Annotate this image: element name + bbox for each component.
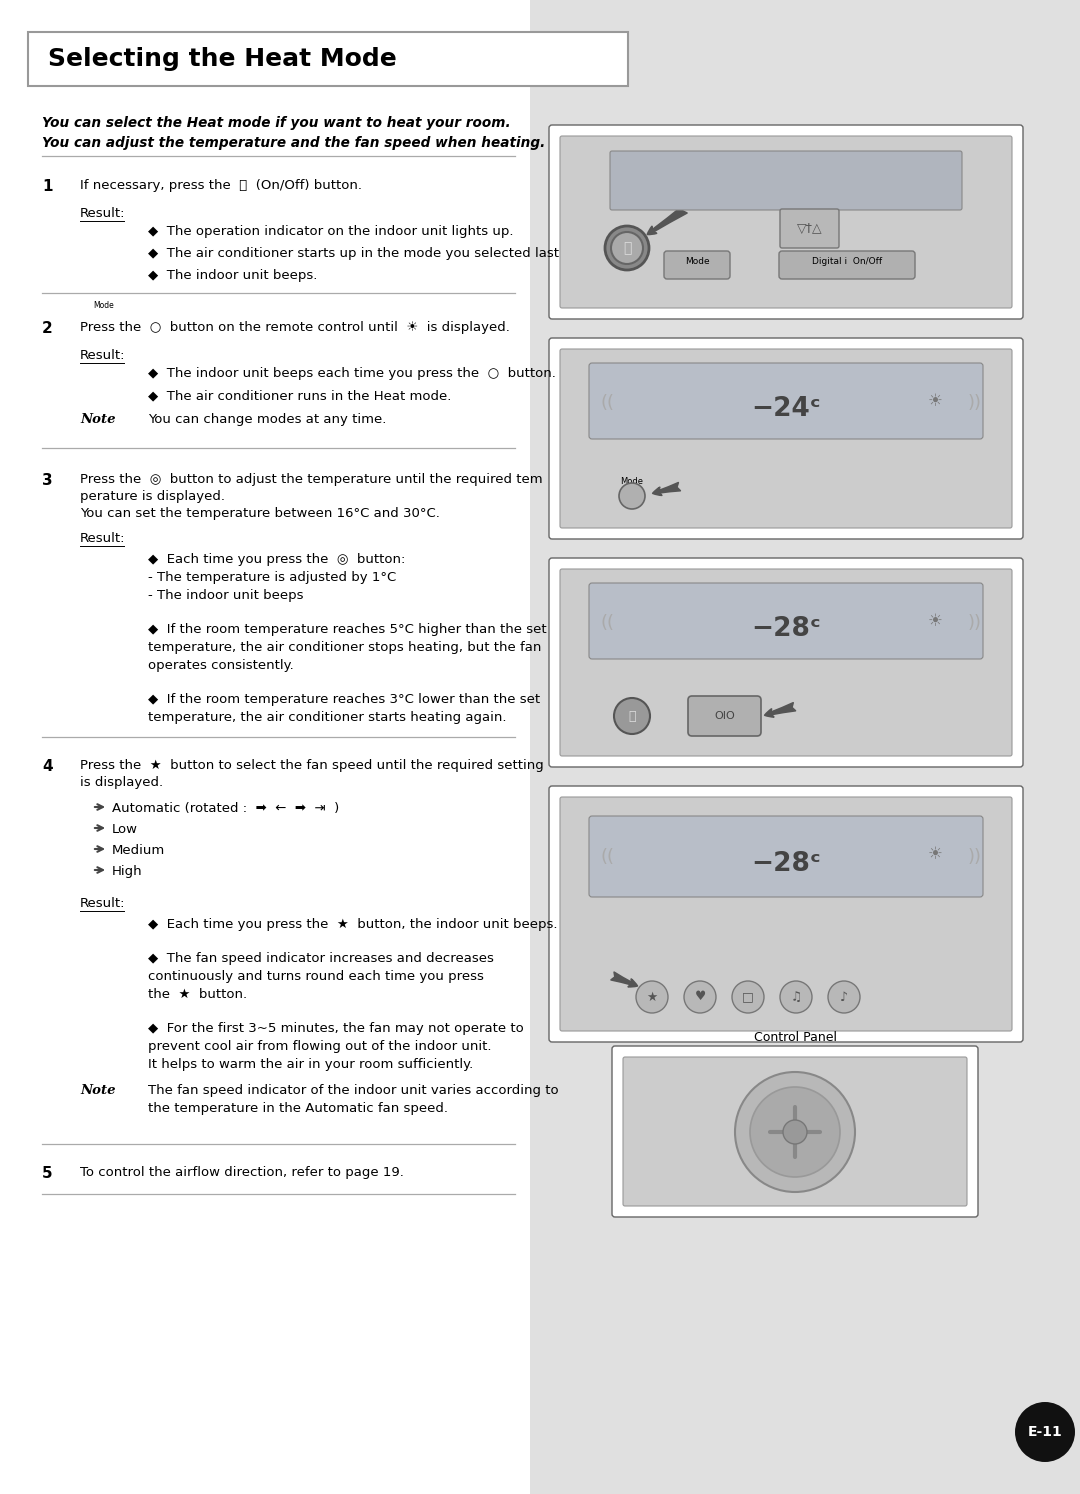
Text: To control the airflow direction, refer to page 19.: To control the airflow direction, refer … bbox=[80, 1165, 404, 1179]
Text: )): )) bbox=[968, 614, 982, 632]
Text: −24ᶜ: −24ᶜ bbox=[752, 396, 821, 421]
Text: Note: Note bbox=[80, 1085, 116, 1097]
FancyBboxPatch shape bbox=[561, 796, 1012, 1031]
Text: Selecting the Heat Mode: Selecting the Heat Mode bbox=[48, 46, 396, 72]
Text: ◆  Each time you press the  ★  button, the indoor unit beeps.: ◆ Each time you press the ★ button, the … bbox=[148, 917, 557, 931]
Text: ⏻: ⏻ bbox=[629, 710, 636, 723]
Text: 5: 5 bbox=[42, 1165, 53, 1180]
Text: 3: 3 bbox=[42, 474, 53, 489]
FancyBboxPatch shape bbox=[688, 696, 761, 737]
Text: ◆  Each time you press the  ◎  button:
- The temperature is adjusted by 1°C
- Th: ◆ Each time you press the ◎ button: - Th… bbox=[148, 553, 405, 602]
Circle shape bbox=[611, 232, 643, 264]
FancyBboxPatch shape bbox=[589, 583, 983, 659]
Text: Digital i  On/Off: Digital i On/Off bbox=[812, 257, 882, 266]
Text: ♫: ♫ bbox=[791, 991, 801, 1004]
Circle shape bbox=[750, 1088, 840, 1177]
Text: ☀: ☀ bbox=[928, 613, 943, 630]
FancyBboxPatch shape bbox=[610, 151, 962, 211]
Circle shape bbox=[735, 1073, 855, 1192]
FancyBboxPatch shape bbox=[549, 125, 1023, 320]
Text: Low: Low bbox=[112, 823, 138, 837]
Text: Press the  ◎  button to adjust the temperature until the required tem: Press the ◎ button to adjust the tempera… bbox=[80, 474, 542, 486]
Text: −28ᶜ: −28ᶜ bbox=[751, 852, 821, 877]
Text: −28ᶜ: −28ᶜ bbox=[751, 616, 821, 642]
Bar bbox=[530, 0, 1080, 1494]
FancyBboxPatch shape bbox=[561, 136, 1012, 308]
Text: ◆  If the room temperature reaches 5°C higher than the set
temperature, the air : ◆ If the room temperature reaches 5°C hi… bbox=[148, 623, 546, 672]
Circle shape bbox=[732, 982, 764, 1013]
Text: High: High bbox=[112, 865, 143, 878]
Text: ◆  If the room temperature reaches 3°C lower than the set
temperature, the air c: ◆ If the room temperature reaches 3°C lo… bbox=[148, 693, 540, 725]
FancyBboxPatch shape bbox=[779, 251, 915, 279]
Circle shape bbox=[828, 982, 860, 1013]
Text: Note: Note bbox=[80, 412, 116, 426]
Text: ((: (( bbox=[600, 614, 615, 632]
Text: Control Panel: Control Panel bbox=[754, 1031, 837, 1044]
Text: You can adjust the temperature and the fan speed when heating.: You can adjust the temperature and the f… bbox=[42, 136, 545, 149]
Text: ((: (( bbox=[600, 849, 615, 867]
Text: Result:: Result: bbox=[80, 208, 125, 220]
Text: OIO: OIO bbox=[715, 711, 735, 722]
Text: ◆  The operation indicator on the indoor unit lights up.: ◆ The operation indicator on the indoor … bbox=[148, 226, 513, 238]
Text: Mode: Mode bbox=[94, 300, 114, 309]
Text: Result:: Result: bbox=[80, 896, 125, 910]
Text: The fan speed indicator of the indoor unit varies according to
the temperature i: The fan speed indicator of the indoor un… bbox=[148, 1085, 558, 1115]
Text: ★: ★ bbox=[646, 991, 658, 1004]
FancyBboxPatch shape bbox=[549, 786, 1023, 1041]
FancyBboxPatch shape bbox=[549, 557, 1023, 766]
Text: ◆  The fan speed indicator increases and decreases
continuously and turns round : ◆ The fan speed indicator increases and … bbox=[148, 952, 494, 1001]
Text: )): )) bbox=[968, 394, 982, 412]
Text: Mode: Mode bbox=[685, 257, 710, 266]
Text: is displayed.: is displayed. bbox=[80, 775, 163, 789]
Text: ◆  The air conditioner starts up in the mode you selected last.: ◆ The air conditioner starts up in the m… bbox=[148, 247, 563, 260]
Text: ⏻: ⏻ bbox=[623, 241, 631, 255]
Text: You can select the Heat mode if you want to heat your room.: You can select the Heat mode if you want… bbox=[42, 117, 511, 130]
Circle shape bbox=[684, 982, 716, 1013]
Circle shape bbox=[1015, 1401, 1075, 1463]
FancyBboxPatch shape bbox=[612, 1046, 978, 1218]
Text: E-11: E-11 bbox=[1028, 1425, 1063, 1439]
Text: ◆  The indoor unit beeps each time you press the  ○  button.: ◆ The indoor unit beeps each time you pr… bbox=[148, 368, 556, 379]
Text: □: □ bbox=[742, 991, 754, 1004]
FancyBboxPatch shape bbox=[561, 569, 1012, 756]
Text: You can set the temperature between 16°C and 30°C.: You can set the temperature between 16°C… bbox=[80, 506, 440, 520]
Circle shape bbox=[615, 698, 650, 734]
Text: Automatic (rotated :  ➡  ←  ➡  ⇥  ): Automatic (rotated : ➡ ← ➡ ⇥ ) bbox=[112, 802, 339, 816]
FancyBboxPatch shape bbox=[589, 363, 983, 439]
Text: ☀: ☀ bbox=[928, 846, 943, 864]
Text: ▽†△: ▽†△ bbox=[797, 221, 823, 235]
Text: ◆  For the first 3~5 minutes, the fan may not operate to
prevent cool air from f: ◆ For the first 3~5 minutes, the fan may… bbox=[148, 1022, 524, 1071]
Text: Medium: Medium bbox=[112, 844, 165, 858]
Text: Result:: Result: bbox=[80, 350, 125, 362]
Circle shape bbox=[636, 982, 669, 1013]
Text: Result:: Result: bbox=[80, 532, 125, 545]
Text: perature is displayed.: perature is displayed. bbox=[80, 490, 225, 503]
FancyBboxPatch shape bbox=[28, 31, 627, 87]
Circle shape bbox=[780, 982, 812, 1013]
FancyBboxPatch shape bbox=[549, 338, 1023, 539]
Text: ☀: ☀ bbox=[928, 391, 943, 409]
Text: ◆  The air conditioner runs in the Heat mode.: ◆ The air conditioner runs in the Heat m… bbox=[148, 388, 451, 402]
FancyBboxPatch shape bbox=[561, 350, 1012, 527]
FancyBboxPatch shape bbox=[664, 251, 730, 279]
Text: )): )) bbox=[968, 849, 982, 867]
Circle shape bbox=[783, 1120, 807, 1144]
Text: Press the  ★  button to select the fan speed until the required setting: Press the ★ button to select the fan spe… bbox=[80, 759, 543, 772]
Circle shape bbox=[605, 226, 649, 270]
Text: 4: 4 bbox=[42, 759, 53, 774]
Text: Press the  ○  button on the remote control until  ☀  is displayed.: Press the ○ button on the remote control… bbox=[80, 321, 510, 335]
FancyBboxPatch shape bbox=[589, 816, 983, 896]
Text: Mode: Mode bbox=[621, 477, 644, 486]
Text: 1: 1 bbox=[42, 179, 53, 194]
Text: ((: (( bbox=[600, 394, 615, 412]
Text: ◆  The indoor unit beeps.: ◆ The indoor unit beeps. bbox=[148, 269, 318, 282]
FancyBboxPatch shape bbox=[623, 1056, 967, 1206]
FancyBboxPatch shape bbox=[780, 209, 839, 248]
Circle shape bbox=[619, 483, 645, 509]
Text: ♪: ♪ bbox=[840, 991, 848, 1004]
Text: If necessary, press the  ⒨  (On/Off) button.: If necessary, press the ⒨ (On/Off) butto… bbox=[80, 179, 362, 193]
Text: ♥: ♥ bbox=[694, 991, 705, 1004]
Text: 2: 2 bbox=[42, 321, 53, 336]
Text: You can change modes at any time.: You can change modes at any time. bbox=[148, 412, 387, 426]
